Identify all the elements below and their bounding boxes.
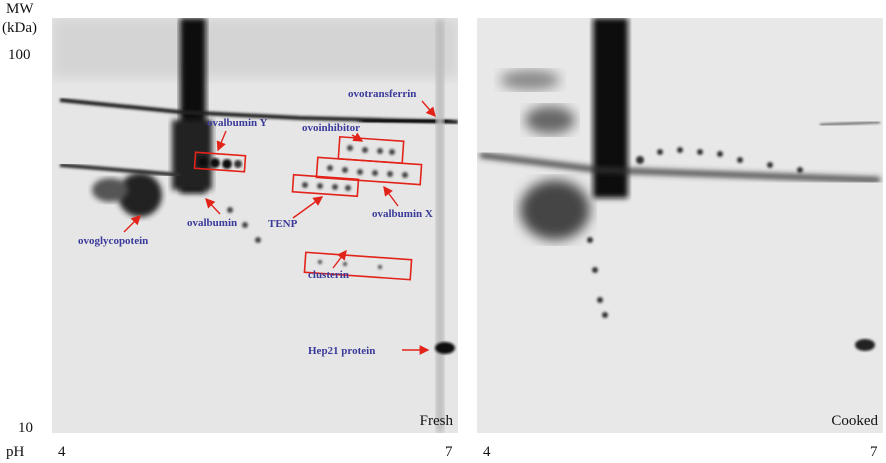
mw-tick: 100 <box>8 47 31 63</box>
mw-tick: 10 <box>18 420 33 436</box>
gel-fresh <box>52 18 458 433</box>
annotation: ovalbumin X <box>372 208 433 220</box>
gel-cooked <box>477 18 883 433</box>
mw-label: MW <box>6 1 34 17</box>
ph-tick: 4 <box>483 444 491 460</box>
annotation: clusterin <box>308 269 349 281</box>
ph-tick: 7 <box>870 444 878 460</box>
ph-label: pH <box>6 444 25 460</box>
ph-tick: 4 <box>58 444 66 460</box>
figure: MW (kDa) 100 10 pH 4 7 4 7 Fresh Cooked … <box>0 0 886 463</box>
annotation: Hep21 protein <box>308 345 375 357</box>
mw-unit: (kDa) <box>2 20 37 36</box>
panel-label: Cooked <box>831 413 878 429</box>
annotation: ovoglycopotein <box>78 235 148 247</box>
annotation: TENP <box>268 218 298 230</box>
ph-tick: 7 <box>445 444 453 460</box>
annotation: ovalbumin <box>187 217 237 229</box>
annotation: ovotransferrin <box>348 88 416 100</box>
panel-label: Fresh <box>420 413 454 429</box>
annotation: ovalbumin Y <box>207 117 267 129</box>
annotation: ovoinhibitor <box>302 122 360 134</box>
